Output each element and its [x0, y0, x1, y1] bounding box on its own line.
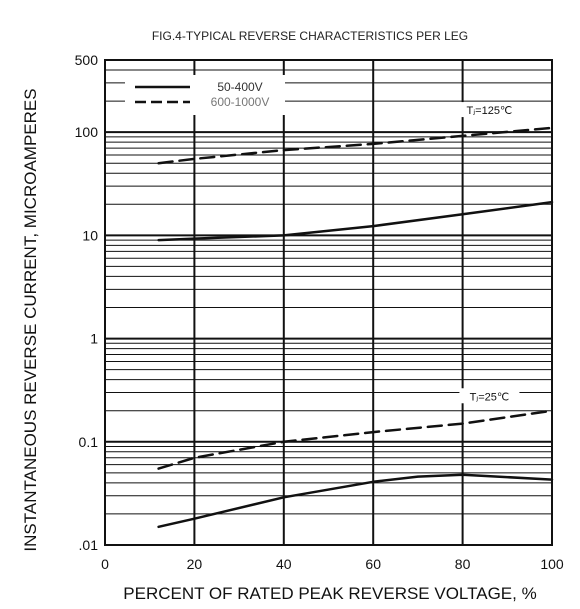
series-line	[157, 126, 554, 165]
x-axis-label: PERCENT OF RATED PEAK REVERSE VOLTAGE, %	[123, 584, 536, 603]
series-line	[157, 200, 554, 242]
y-axis-ticks: 500 100 10 1 0.1 .01	[75, 52, 99, 553]
y-tick-label: 1	[90, 331, 98, 347]
x-tick-label: 80	[455, 556, 471, 572]
legend-background	[125, 75, 285, 115]
series-line	[157, 409, 554, 470]
annotation-label: Tⱼ=125℃	[467, 105, 513, 117]
chart-title: FIG.4-TYPICAL REVERSE CHARACTERISTICS PE…	[152, 29, 468, 43]
y-tick-label: 500	[75, 52, 99, 68]
x-tick-label: 40	[276, 556, 292, 572]
x-tick-label: 20	[187, 556, 203, 572]
plot-frame	[104, 59, 553, 546]
y-tick-label: 100	[75, 124, 99, 140]
annotation-background	[459, 102, 520, 118]
y-tick-label: 0.1	[79, 434, 99, 450]
series-lines	[157, 126, 554, 529]
annotations: Tⱼ=125℃ Tⱼ=25℃	[459, 102, 520, 404]
x-tick-label: 60	[365, 556, 381, 572]
y-tick-label: 10	[82, 227, 98, 243]
x-tick-label: 100	[540, 556, 564, 572]
legend-label: 50-400V	[217, 80, 262, 94]
x-tick-label: 0	[101, 556, 109, 572]
annotation-label: Tⱼ=25℃	[470, 391, 510, 403]
annotation-background	[459, 388, 520, 404]
plot-border	[104, 59, 553, 546]
y-tick-label: .01	[79, 537, 99, 553]
y-axis-label: INSTANTANEOUS REVERSE CURRENT, MICROAMPE…	[21, 88, 40, 551]
legend-label: 600-1000V	[211, 95, 270, 109]
series-line	[157, 473, 554, 529]
x-axis-ticks: 0 20 40 60 80 100	[101, 556, 564, 572]
